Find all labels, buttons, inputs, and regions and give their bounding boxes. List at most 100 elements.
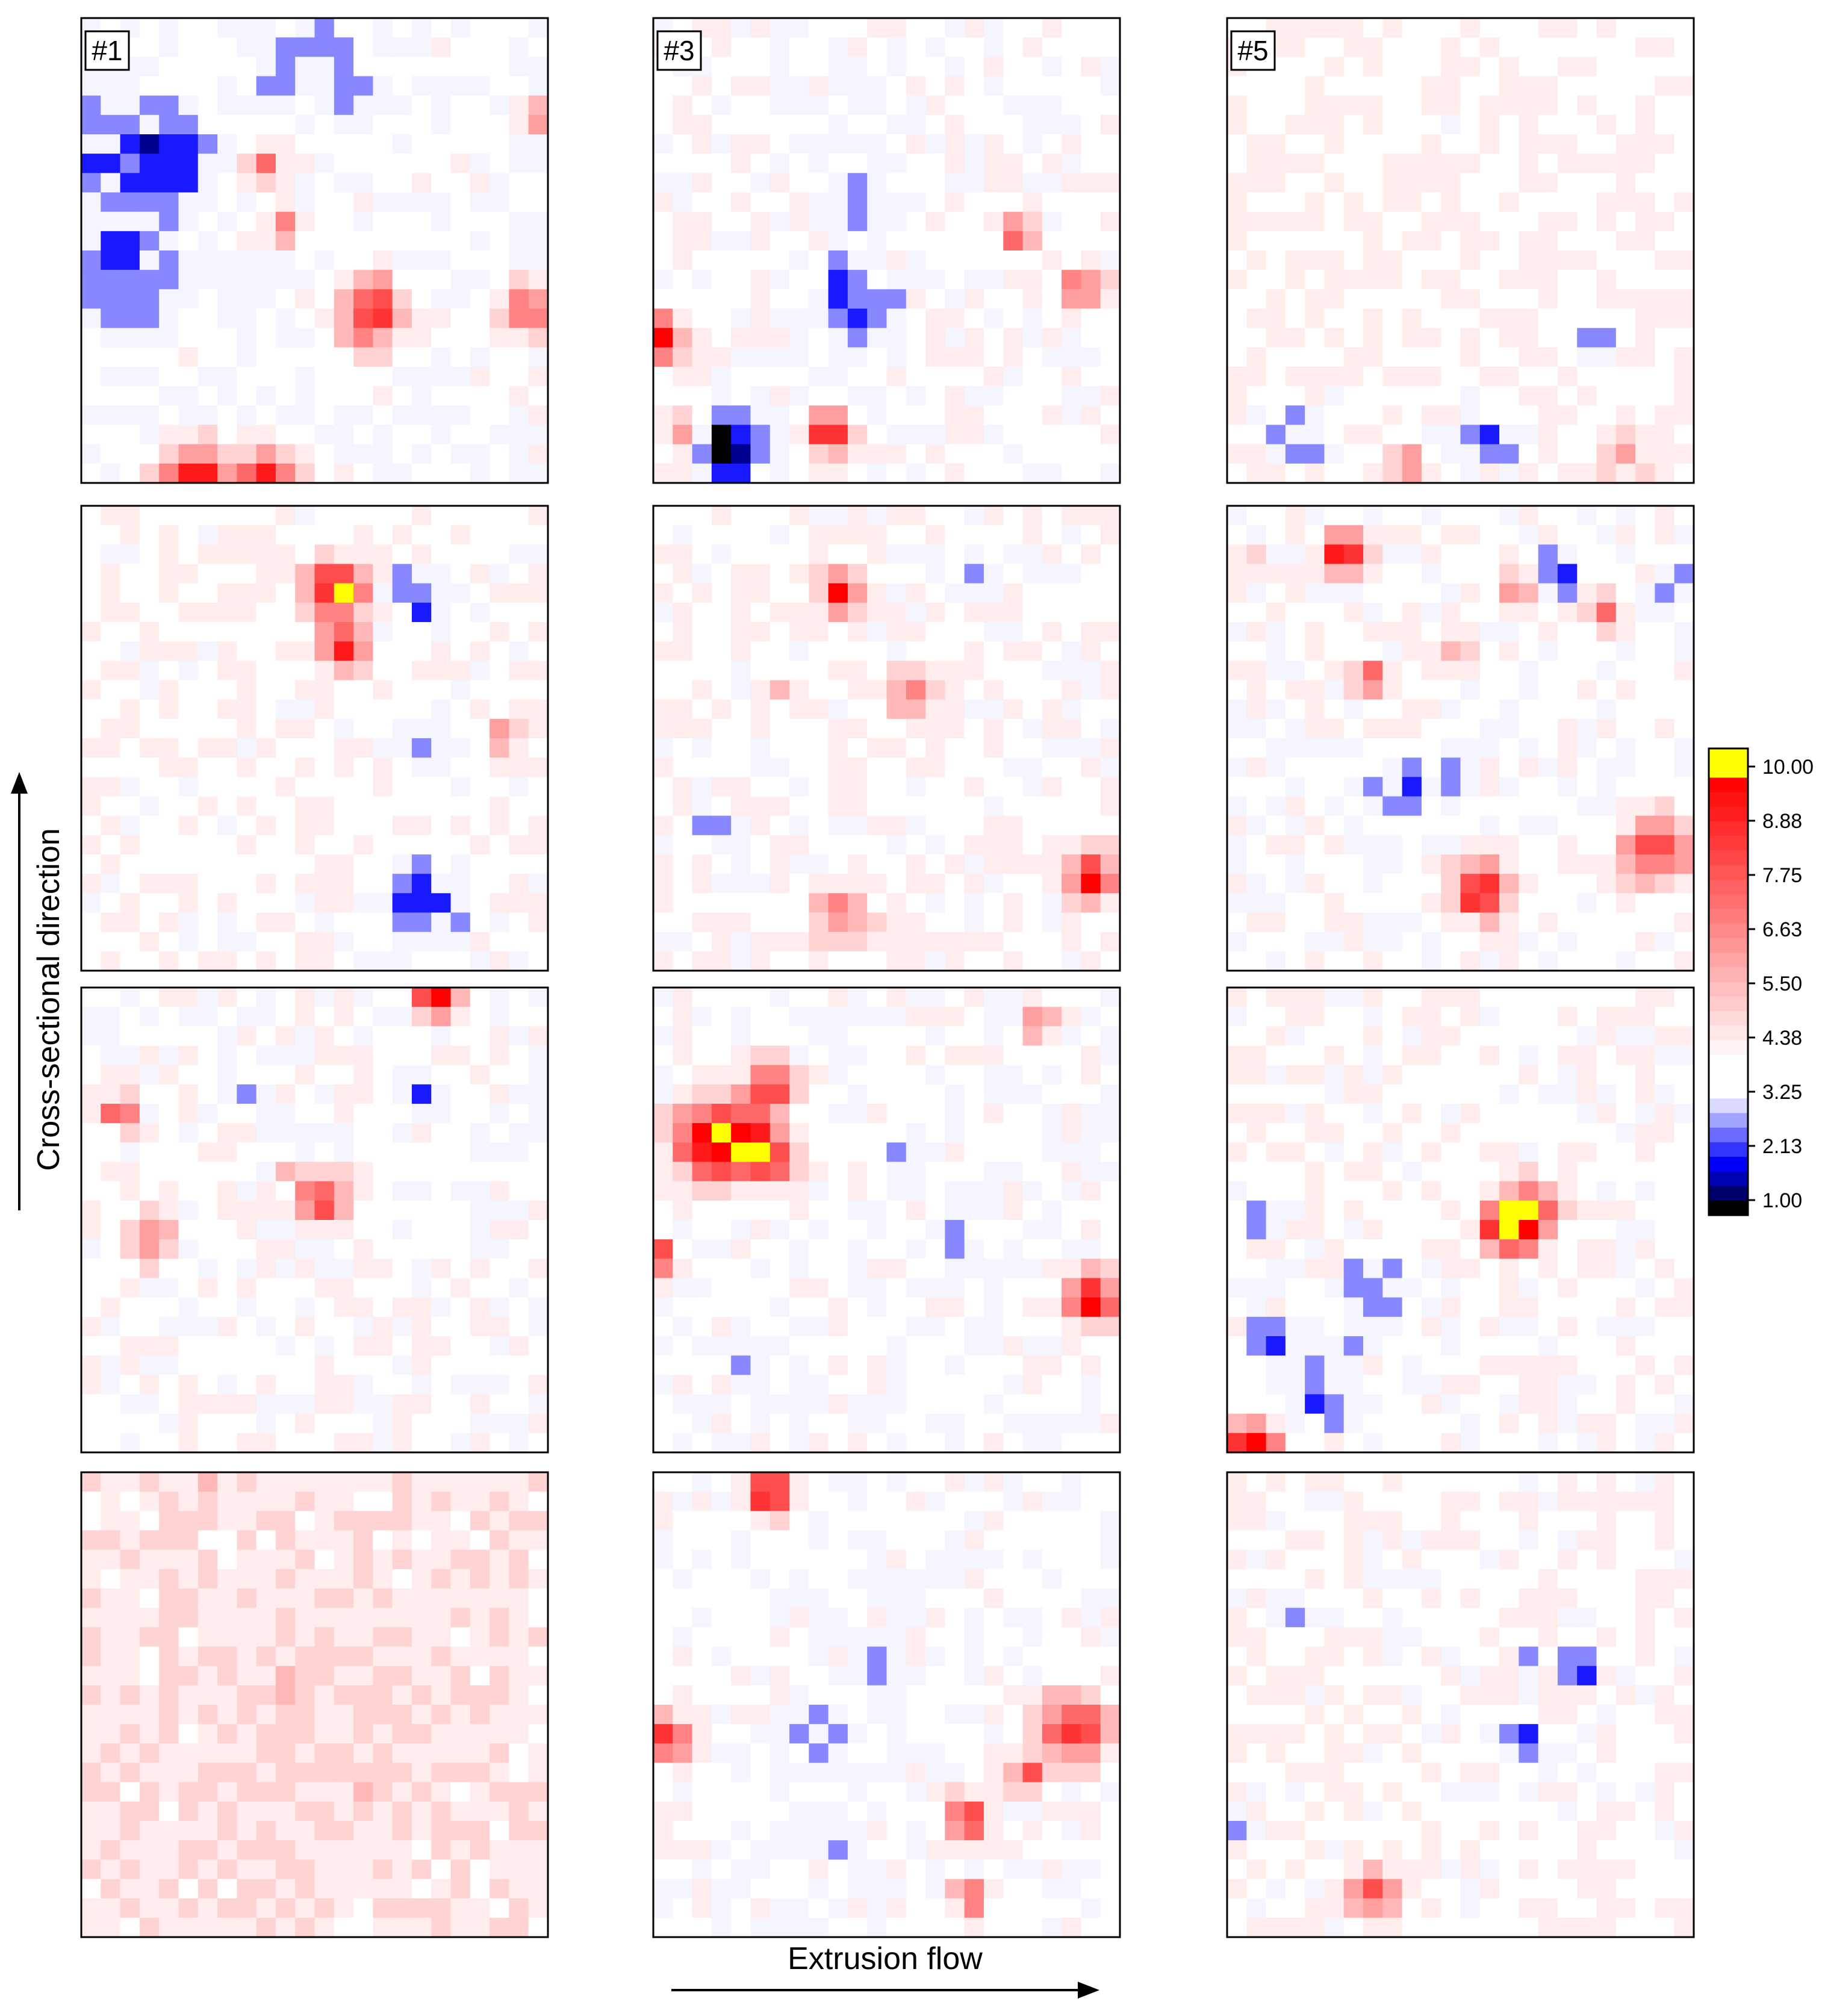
heatmap-cell [178,1045,199,1066]
heatmap-cell [101,1026,121,1047]
heatmap-cell [750,622,771,642]
heatmap-cell [828,854,848,874]
heatmap-cell [450,1336,471,1356]
heatmap-cell [295,622,316,642]
heatmap-cell [1499,173,1519,193]
heatmap-cell [983,912,1004,933]
heatmap-cell [120,796,140,817]
heatmap-cell [828,661,848,681]
heatmap-cell [1285,932,1305,952]
heatmap-cell [1062,425,1082,445]
heatmap-cell [964,1336,984,1356]
heatmap-cell [528,1142,549,1163]
heatmap-cell [769,1258,790,1279]
heatmap-cell [1246,602,1267,623]
heatmap-cell [1441,173,1461,193]
heatmap-cell [217,18,237,38]
heatmap-cell [828,1336,848,1356]
heatmap-cell [411,192,432,213]
heatmap-cell [1227,250,1247,270]
heatmap-cell [431,796,452,817]
heatmap-cell [847,680,868,700]
heatmap-cell [692,988,712,1007]
heatmap-cell [983,777,1004,797]
heatmap-cell [1022,1026,1043,1047]
heatmap-cell [692,76,712,96]
heatmap-cell [411,1316,432,1337]
heatmap-cell [1577,76,1597,96]
heatmap-cell [711,1026,732,1047]
heatmap-cell [867,874,888,894]
heatmap-cell [197,1123,218,1143]
heatmap-cell [1266,76,1286,96]
heatmap-cell [178,506,199,526]
heatmap-cell [1042,154,1062,173]
heatmap-cell [1538,815,1558,836]
heatmap-cell [373,1413,393,1434]
heatmap-cell [731,912,751,933]
heatmap-cell [769,525,790,545]
heatmap-cell [334,893,354,913]
heatmap-cell [1003,1239,1024,1259]
heatmap-cell [769,854,790,874]
heatmap-cell [1227,347,1247,367]
heatmap-cell [673,134,693,154]
heatmap-cell [1421,641,1441,661]
heatmap-cell [1596,270,1617,290]
heatmap-cell [295,231,316,251]
heatmap-cell [906,622,926,642]
heatmap-cell [334,1316,354,1337]
heatmap-cell [945,874,965,894]
heatmap-cell [1499,308,1519,329]
heatmap-cell [1081,250,1101,270]
heatmap-cell [867,1336,888,1356]
heatmap-cell [1577,463,1597,484]
heatmap-cell [353,444,373,464]
heatmap-cell [450,18,471,38]
heatmap-cell [1421,1200,1441,1221]
heatmap-cell [750,1007,771,1027]
heatmap-cell [197,796,218,817]
heatmap-cell [673,564,693,584]
heatmap-cell [159,583,179,603]
heatmap-cell [1266,1104,1286,1124]
heatmap-cell [1460,154,1481,173]
heatmap-cell [711,1084,732,1104]
heatmap-cell [886,211,907,232]
heatmap-cell [750,95,771,116]
heatmap-cell [1460,893,1481,913]
heatmap-cell [1081,1007,1101,1027]
heatmap-cell [1246,1413,1267,1434]
heatmap-cell [1479,173,1500,193]
heatmap-cell [470,134,490,154]
heatmap-cell [1022,1336,1043,1356]
heatmap-cell [1635,699,1656,720]
heatmap-cell [431,602,452,623]
heatmap-cell [470,951,490,971]
heatmap-cell [1100,951,1121,971]
heatmap-cell [1324,1200,1345,1221]
heatmap-cell [470,425,490,445]
heatmap-cell [470,1162,490,1182]
heatmap-cell [120,367,140,387]
heatmap-cell [1655,250,1675,270]
heatmap-cell [139,1142,160,1163]
heatmap-cell [1382,173,1403,193]
heatmap-cell [1402,1297,1422,1318]
heatmap-cell [1479,134,1500,154]
heatmap-cell [237,1375,257,1395]
heatmap-cell [1421,1375,1441,1395]
heatmap-cell [256,1278,276,1298]
heatmap-cell [1499,18,1519,38]
heatmap-cell [925,386,945,406]
heatmap-cell [906,758,926,777]
heatmap-cell [1062,1104,1082,1124]
heatmap-cell [528,699,549,720]
heatmap-cell [1324,250,1345,270]
heatmap-cell [81,192,101,213]
heatmap-cell [906,815,926,836]
heatmap-cell [1022,874,1043,894]
heatmap-cell [1022,699,1043,720]
heatmap-cell [925,718,945,739]
heatmap-cell [906,988,926,1007]
